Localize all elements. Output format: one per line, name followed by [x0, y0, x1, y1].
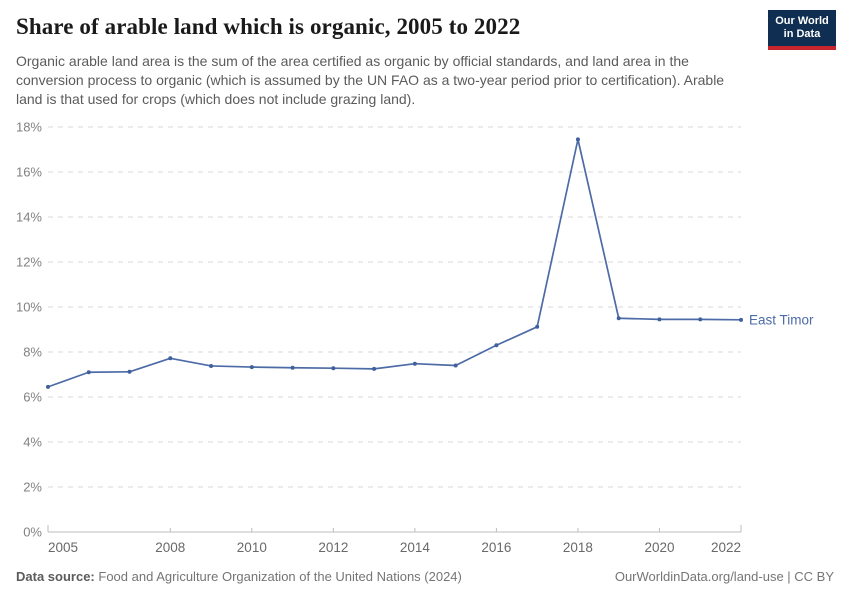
owid-logo-line1: Our World: [775, 15, 829, 27]
data-point[interactable]: [46, 384, 50, 389]
y-axis-label: 4%: [23, 434, 42, 449]
x-axis-label: 2020: [644, 540, 674, 555]
data-point[interactable]: [494, 343, 499, 348]
x-axis-label: 2014: [400, 540, 431, 555]
series-east-timor[interactable]: East Timor: [46, 137, 814, 389]
data-source-text: Food and Agriculture Organization of the…: [98, 569, 462, 584]
y-axis-label: 6%: [23, 389, 42, 404]
x-axis-label: 2018: [563, 540, 593, 555]
data-point[interactable]: [575, 137, 580, 142]
x-axis-label: 2016: [481, 540, 511, 555]
y-axis-label: 14%: [16, 209, 42, 224]
y-axis-label: 2%: [23, 479, 42, 494]
data-source: Data source: Food and Agriculture Organi…: [16, 569, 462, 584]
x-axis-label: 2005: [48, 540, 78, 555]
data-point[interactable]: [209, 363, 214, 368]
y-axis-label: 18%: [16, 119, 42, 134]
data-point[interactable]: [331, 366, 336, 371]
y-axis-label: 0%: [23, 524, 42, 539]
x-axis-label: 2010: [237, 540, 267, 555]
data-point[interactable]: [127, 369, 132, 374]
series-line[interactable]: [47, 138, 742, 388]
series-end-label[interactable]: East Timor: [749, 312, 814, 327]
y-axis-label: 16%: [16, 164, 42, 179]
chart-footer: Data source: Food and Agriculture Organi…: [16, 569, 834, 584]
x-axis-label: 2008: [155, 540, 185, 555]
data-point[interactable]: [372, 366, 377, 371]
data-point[interactable]: [535, 324, 540, 329]
data-point[interactable]: [453, 363, 458, 368]
data-point[interactable]: [412, 361, 417, 366]
data-point[interactable]: [290, 365, 295, 370]
y-axis-label: 8%: [23, 344, 42, 359]
chart-title: Share of arable land which is organic, 2…: [16, 14, 521, 39]
data-point[interactable]: [249, 365, 254, 370]
chart-subtitle: Organic arable land area is the sum of t…: [16, 53, 725, 107]
y-axis-label: 10%: [16, 299, 42, 314]
data-point[interactable]: [698, 317, 703, 322]
data-source-label: Data source:: [16, 569, 95, 584]
x-axis-label: 2012: [318, 540, 348, 555]
data-point[interactable]: [86, 370, 91, 375]
x-axis-label: 2022: [711, 540, 741, 555]
y-axis-label: 12%: [16, 254, 42, 269]
data-point[interactable]: [739, 317, 743, 322]
data-point[interactable]: [168, 356, 173, 361]
owid-logo-line2: in Data: [783, 28, 821, 40]
data-point[interactable]: [657, 317, 662, 322]
data-point[interactable]: [616, 316, 621, 321]
owid-logo[interactable]: Our World in Data: [768, 10, 836, 50]
credit-link[interactable]: OurWorldinData.org/land-use | CC BY: [614, 569, 834, 584]
